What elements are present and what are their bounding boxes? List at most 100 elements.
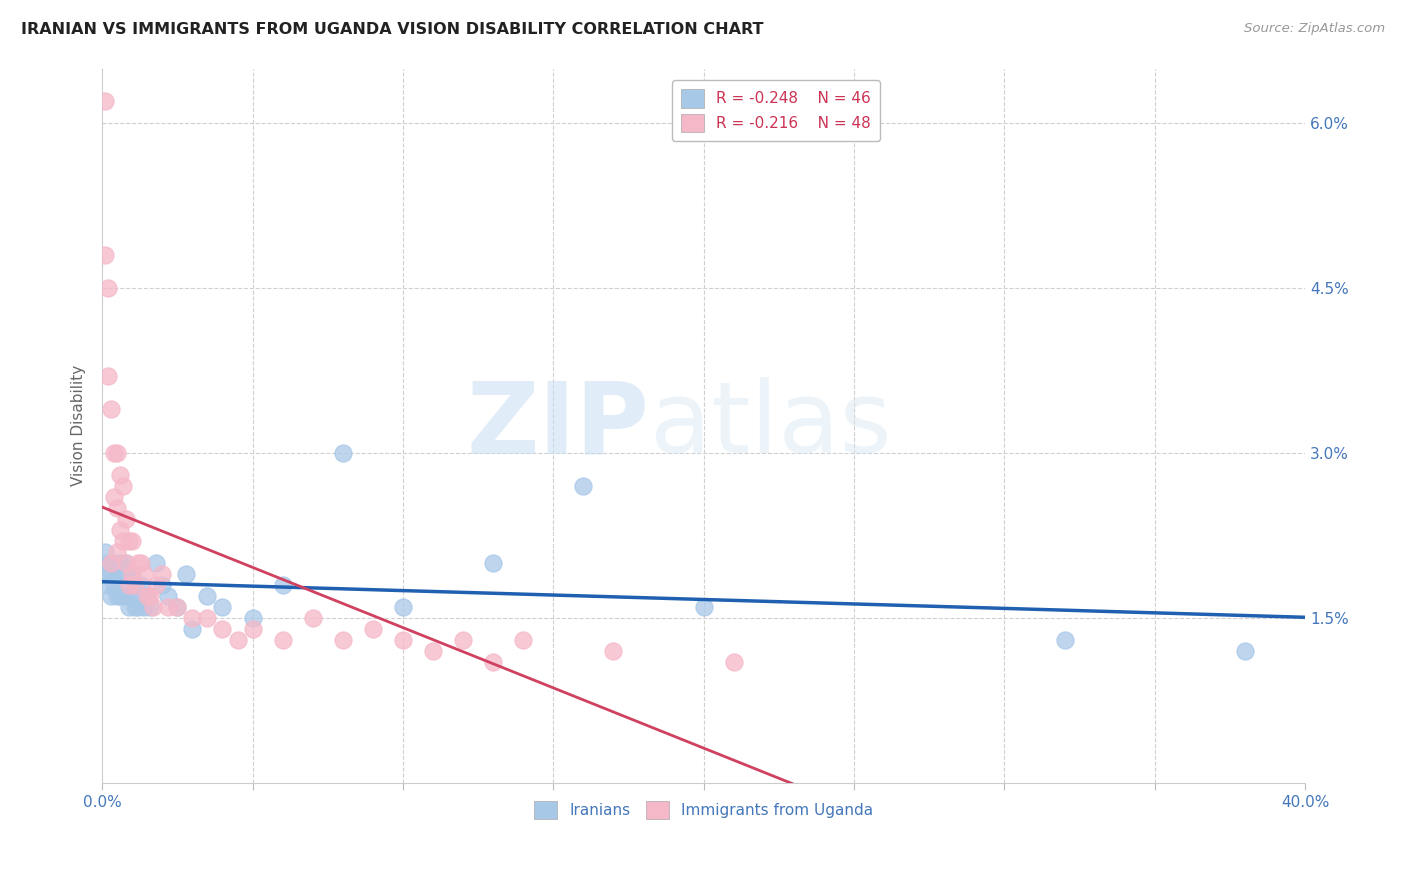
Point [145,578,167,592]
Point [118,578,141,592]
Point [572,479,595,493]
Point [226,633,249,648]
Point [115,512,138,526]
Point [112,589,135,603]
Point [100,556,122,570]
Y-axis label: Vision Disability: Vision Disability [72,365,86,486]
Point [94,567,117,582]
Point [136,589,159,603]
Point [94,95,117,109]
Point [512,633,534,648]
Point [110,468,132,483]
Point [103,490,125,504]
Point [242,611,264,625]
Point [121,589,143,603]
Point [103,556,125,570]
Point [422,644,444,658]
Point [131,556,153,570]
Point [392,600,415,615]
Point [112,567,135,582]
Point [692,600,714,615]
Point [110,556,132,570]
Point [94,248,117,262]
Point [136,589,159,603]
Point [100,402,122,417]
Point [110,523,132,537]
Point [97,578,120,592]
Point [115,556,138,570]
Point [124,578,146,592]
Point [211,600,233,615]
Point [1233,644,1256,658]
Point [97,281,120,295]
Point [127,589,149,603]
Point [166,600,188,615]
Point [157,589,180,603]
Point [197,611,219,625]
Point [124,600,146,615]
Point [392,633,415,648]
Point [97,556,120,570]
Point [100,567,122,582]
Point [112,479,135,493]
Point [105,567,128,582]
Point [150,567,173,582]
Point [112,534,135,549]
Point [105,545,128,559]
Point [134,600,156,615]
Point [142,600,165,615]
Point [121,534,143,549]
Point [1053,633,1076,648]
Point [105,589,128,603]
Point [115,556,138,570]
Point [157,600,180,615]
Point [131,578,153,592]
Point [271,578,294,592]
Point [332,446,354,460]
Point [361,622,384,636]
Point [482,556,505,570]
Point [121,567,143,582]
Point [602,644,624,658]
Point [124,578,146,592]
Point [271,633,294,648]
Point [150,578,173,592]
Point [127,556,149,570]
Text: Source: ZipAtlas.com: Source: ZipAtlas.com [1244,22,1385,36]
Text: atlas: atlas [650,377,891,475]
Point [181,622,204,636]
Point [121,567,143,582]
Text: IRANIAN VS IMMIGRANTS FROM UGANDA VISION DISABILITY CORRELATION CHART: IRANIAN VS IMMIGRANTS FROM UGANDA VISION… [21,22,763,37]
Text: ZIP: ZIP [467,377,650,475]
Point [139,589,162,603]
Point [94,545,117,559]
Point [145,556,167,570]
Point [105,446,128,460]
Point [118,534,141,549]
Point [100,589,122,603]
Point [110,567,132,582]
Point [332,633,354,648]
Point [118,600,141,615]
Point [197,589,219,603]
Point [97,369,120,384]
Point [723,655,745,669]
Point [115,578,138,592]
Point [166,600,188,615]
Point [211,622,233,636]
Point [103,578,125,592]
Point [451,633,474,648]
Point [139,600,162,615]
Point [181,611,204,625]
Point [301,611,323,625]
Point [482,655,505,669]
Point [176,567,198,582]
Point [105,501,128,516]
Legend: Iranians, Immigrants from Uganda: Iranians, Immigrants from Uganda [529,795,879,825]
Point [118,567,141,582]
Point [242,622,264,636]
Point [134,567,156,582]
Point [110,589,132,603]
Point [103,446,125,460]
Point [127,600,149,615]
